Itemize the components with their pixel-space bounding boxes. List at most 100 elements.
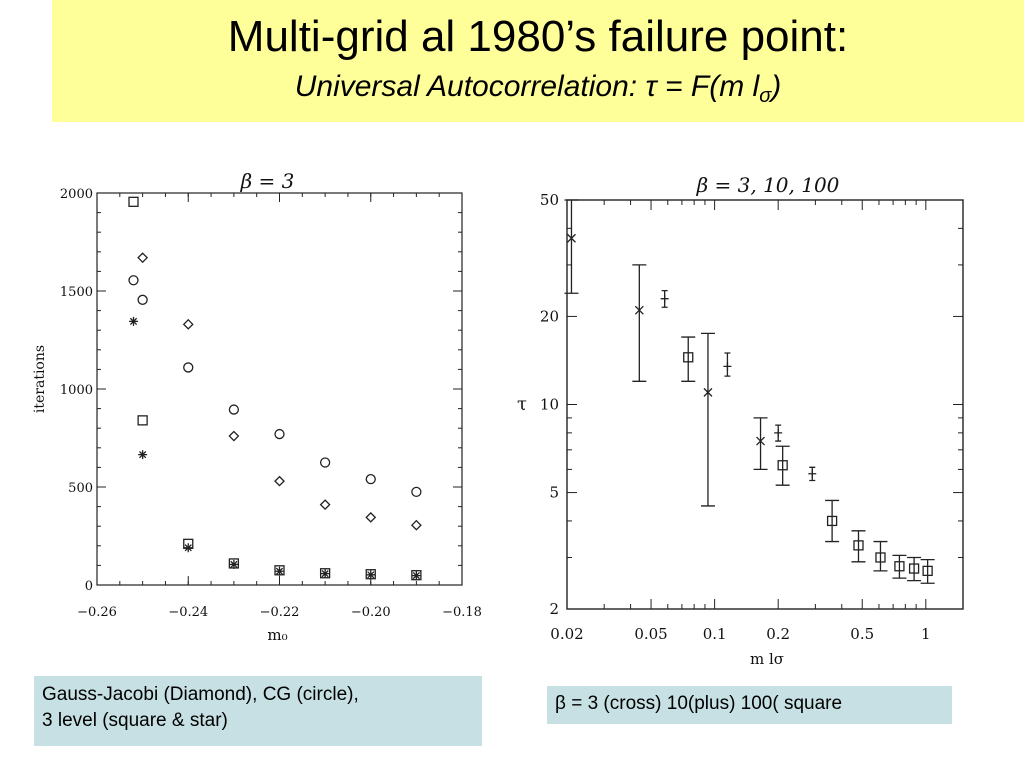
error-bar <box>775 445 790 486</box>
x-tick-label: −0.26 <box>77 605 117 620</box>
plot-frame <box>96 192 463 586</box>
slide-title: Multi-grid al 1980’s failure point: <box>227 12 849 61</box>
cross-marker <box>703 387 713 397</box>
circle-marker <box>411 486 422 498</box>
series-square <box>128 196 422 581</box>
plot-frame <box>566 199 964 610</box>
cross-marker <box>634 305 644 315</box>
circle-marker <box>137 294 148 305</box>
error-bar <box>892 554 907 579</box>
error-bar <box>873 540 888 572</box>
slide-subtitle: Universal Autocorrelation: τ = F(m lσ) <box>52 70 1024 108</box>
subtitle-formula: τ = F(m l <box>645 70 760 103</box>
star-marker <box>138 450 148 460</box>
diamond-marker <box>410 519 422 531</box>
x-tick-label: 0.05 <box>634 625 667 643</box>
y-tick-label: 1000 <box>60 383 93 398</box>
star-marker <box>275 566 284 576</box>
error-bar <box>920 558 935 584</box>
subtitle-formula-end: ) <box>771 70 782 103</box>
error-bar <box>851 530 866 563</box>
title-band: Multi-grid al 1980’s failure point: Univ… <box>52 0 1024 122</box>
star-marker <box>366 570 376 580</box>
y-tick-label: 50 <box>540 191 559 209</box>
caption-right: β = 3 (cross) 10(plus) 100( square <box>547 686 952 724</box>
x-tick-label: 0.2 <box>766 625 790 643</box>
x-tick-label: −0.24 <box>168 605 208 620</box>
square-marker <box>777 460 788 471</box>
x-tick-label: −0.18 <box>442 605 482 620</box>
square-marker <box>683 352 694 363</box>
circle-marker <box>128 275 139 286</box>
y-tick-label: 10 <box>540 396 559 414</box>
circle-marker <box>365 474 376 485</box>
cross-marker <box>756 436 766 446</box>
error-bar <box>753 417 768 471</box>
plus-marker <box>774 428 783 437</box>
diamond-marker <box>365 511 377 523</box>
star-marker <box>129 316 138 326</box>
star-marker <box>183 543 193 553</box>
y-tick-label: 20 <box>540 307 559 325</box>
chart-title: β = 3, 10, 100 <box>696 173 840 197</box>
caption-left-line2: 3 level (square & star) <box>42 710 228 731</box>
x-tick-label: −0.20 <box>351 605 391 620</box>
chart-tau-vs-ml: 0.02 0.05 0.1 0.2 0.5 1 2 5 10 20 50 β = 3, 10, 100… <box>517 173 964 668</box>
diamond-marker <box>319 499 331 511</box>
error-bar <box>700 332 715 507</box>
square-marker <box>826 515 838 527</box>
circle-marker <box>228 404 240 415</box>
diamond-marker <box>274 475 285 487</box>
error-bar <box>825 499 840 543</box>
series-cross <box>564 199 768 507</box>
square-marker <box>853 540 864 551</box>
star-marker <box>411 571 421 581</box>
diamond-marker <box>182 318 194 330</box>
error-bar <box>907 556 922 582</box>
x-axis-label: m lσ <box>750 650 784 668</box>
series-plus <box>660 289 817 482</box>
error-bar <box>681 336 696 382</box>
x-tick-label: 0.5 <box>850 625 874 643</box>
series-circle <box>128 275 422 498</box>
circle-marker <box>274 428 285 440</box>
square-marker <box>922 565 933 577</box>
series-square <box>681 336 935 584</box>
plus-marker <box>660 294 669 303</box>
y-tick-label: 500 <box>68 481 93 496</box>
chart-title: β = 3 <box>240 169 295 193</box>
square-marker <box>894 561 905 572</box>
square-marker <box>137 415 148 426</box>
star-marker <box>229 559 239 569</box>
error-bar <box>564 199 579 294</box>
star-marker <box>320 569 330 579</box>
y-axis-label: iterations <box>32 345 48 413</box>
chart-iterations-vs-m0: −0.26 −0.24 −0.22 −0.20 −0.18 0 500 1000 1500 200… <box>32 169 482 644</box>
x-tick-label: 0.02 <box>550 625 583 643</box>
series-diamond <box>137 252 422 531</box>
square-marker <box>875 552 886 563</box>
diamond-marker <box>228 430 240 442</box>
x-axis-label: m₀ <box>267 626 287 644</box>
diamond-marker <box>137 252 149 264</box>
plus-marker <box>808 469 817 478</box>
subtitle-formula-sub: σ <box>759 85 772 107</box>
x-tick-label: 0.1 <box>703 625 727 643</box>
x-tick-label: 1 <box>921 625 931 643</box>
x-tick-label: −0.22 <box>260 605 300 620</box>
error-bar <box>632 264 647 382</box>
caption-left: Gauss-Jacobi (Diamond), CG (circle), 3 l… <box>34 676 482 746</box>
y-tick-label: 2000 <box>60 187 93 202</box>
y-tick-label: 5 <box>549 484 559 502</box>
series-star <box>129 316 421 581</box>
y-tick-label: 2 <box>549 600 559 618</box>
circle-marker <box>183 362 194 373</box>
square-marker <box>908 563 920 574</box>
cross-marker <box>567 233 576 243</box>
circle-marker <box>319 457 331 468</box>
y-tick-label: 0 <box>85 579 93 594</box>
y-tick-label: 1500 <box>60 285 93 300</box>
subtitle-prefix: Universal Autocorrelation: <box>294 70 638 103</box>
y-axis-label: τ <box>517 394 527 415</box>
caption-left-line1: Gauss-Jacobi (Diamond), CG (circle), <box>42 684 359 705</box>
